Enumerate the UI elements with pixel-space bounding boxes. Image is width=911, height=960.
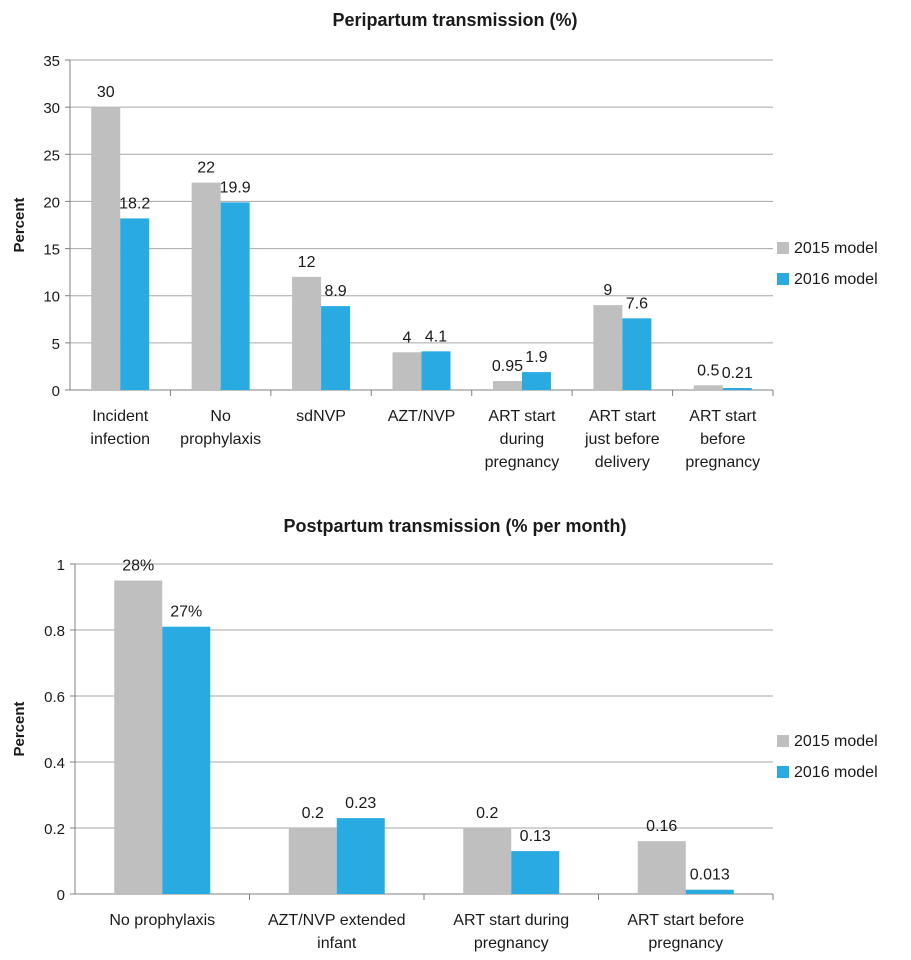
y-tick-label: 10 — [43, 289, 60, 306]
x-tick-label: Incident — [92, 408, 149, 425]
bar-2016 — [521, 372, 551, 390]
data-label: 0.2 — [302, 805, 324, 822]
x-tick-label: sdNVP — [296, 408, 346, 425]
x-tick-label: infant — [317, 935, 357, 952]
data-label: 0.21 — [722, 365, 753, 382]
legend-label: 2015 model — [794, 733, 878, 750]
data-label: 1.9 — [525, 349, 547, 366]
x-tick-label: just before — [584, 431, 660, 448]
y-axis-label: Percent — [11, 197, 28, 252]
bar-2016 — [722, 388, 752, 390]
bar-2015 — [593, 305, 623, 390]
x-tick-label: No — [210, 408, 231, 425]
x-tick-label: ART start before — [627, 912, 744, 929]
x-tick-label: AZT/NVP extended — [268, 912, 406, 929]
data-label: 0.5 — [697, 362, 719, 379]
data-label: 0.23 — [345, 795, 376, 812]
y-tick-label: 0.6 — [44, 689, 65, 706]
legend-swatch — [777, 242, 789, 254]
x-tick-label: ART start — [488, 408, 556, 425]
legend-label: 2015 model — [794, 240, 878, 257]
bar-2015 — [637, 841, 686, 894]
y-tick-label: 25 — [43, 147, 60, 164]
data-label: 12 — [298, 254, 316, 271]
x-tick-label: ART start during — [453, 912, 569, 929]
x-tick-label: before — [700, 431, 745, 448]
legend-swatch — [777, 273, 789, 285]
data-label: 0.013 — [690, 867, 730, 884]
data-label: 18.2 — [119, 195, 150, 212]
data-label: 22 — [197, 160, 215, 177]
y-tick-label: 30 — [43, 100, 60, 117]
chart-title: Postpartum transmission (% per month) — [283, 516, 626, 536]
x-tick-label: delivery — [595, 454, 650, 471]
chart-svg: Postpartum transmission (% per month) 0 0.… — [11, 516, 878, 952]
data-label: 0.2 — [476, 805, 498, 822]
y-tick-label: 5 — [52, 336, 60, 353]
bar-2015 — [114, 580, 163, 894]
bar-2016 — [220, 202, 250, 390]
data-label: 7.6 — [626, 295, 648, 312]
x-tick-label: prophylaxis — [180, 431, 261, 448]
bar-2015 — [492, 381, 522, 390]
x-tick-label: during — [500, 431, 544, 448]
data-label: 19.9 — [220, 179, 251, 196]
legend-swatch — [777, 735, 789, 747]
y-tick-label: 0 — [52, 383, 60, 400]
data-label: 0.13 — [520, 828, 551, 845]
y-tick-label: 15 — [43, 242, 60, 259]
bar-2015 — [392, 352, 422, 390]
y-axis-label: Percent — [11, 701, 28, 756]
data-label: 0.16 — [646, 818, 677, 835]
bar-2016 — [511, 851, 560, 894]
y-tick-label: 20 — [43, 194, 60, 211]
x-tick-label: pregnancy — [485, 454, 560, 471]
bar-2015 — [693, 385, 723, 390]
bar-2016 — [421, 351, 451, 390]
bar-2015 — [292, 276, 322, 390]
chart-title: Peripartum transmission (%) — [332, 10, 577, 30]
bar-2016 — [685, 889, 734, 894]
data-label: 4.1 — [425, 328, 447, 345]
peripartum-chart: Peripartum transmission (%) 0 5 10 15 20 25 30 3… — [11, 10, 878, 471]
chart-svg: Peripartum transmission (%) 0 5 10 15 20 25 30 3… — [11, 10, 878, 471]
data-label: 30 — [97, 84, 115, 101]
bar-2016 — [162, 626, 211, 894]
y-tick-label: 0 — [57, 887, 65, 904]
bar-2015 — [191, 182, 221, 390]
data-label: 27% — [170, 604, 202, 621]
data-label: 28% — [122, 558, 154, 575]
y-tick-label: 35 — [43, 53, 60, 70]
bar-2016 — [321, 306, 351, 390]
x-tick-label: No prophylaxis — [109, 912, 215, 929]
x-tick-label: pregnancy — [685, 454, 760, 471]
bar-2016 — [622, 318, 652, 390]
x-tick-label: AZT/NVP — [388, 408, 456, 425]
bar-2015 — [463, 828, 512, 894]
legend-swatch — [777, 766, 789, 778]
y-tick-label: 0.2 — [44, 821, 65, 838]
data-label: 8.9 — [324, 283, 346, 300]
bar-2016 — [336, 818, 385, 894]
bar-2015 — [288, 828, 337, 894]
legend-label: 2016 model — [794, 271, 878, 288]
y-tick-label: 0.8 — [44, 623, 65, 640]
x-tick-label: pregnancy — [474, 935, 549, 952]
data-label: 0.95 — [492, 358, 523, 375]
bar-2016 — [120, 218, 150, 390]
x-tick-label: ART start — [689, 408, 757, 425]
legend-label: 2016 model — [794, 764, 878, 781]
x-tick-label: ART start — [589, 408, 657, 425]
data-label: 9 — [603, 282, 612, 299]
postpartum-chart: Postpartum transmission (% per month) 0 0.… — [0, 508, 911, 960]
x-tick-label: pregnancy — [648, 935, 723, 952]
x-tick-label: infection — [90, 431, 150, 448]
y-tick-label: 1 — [57, 557, 65, 574]
y-tick-label: 0.4 — [44, 755, 65, 772]
data-label: 4 — [403, 329, 412, 346]
bar-2015 — [91, 107, 121, 391]
